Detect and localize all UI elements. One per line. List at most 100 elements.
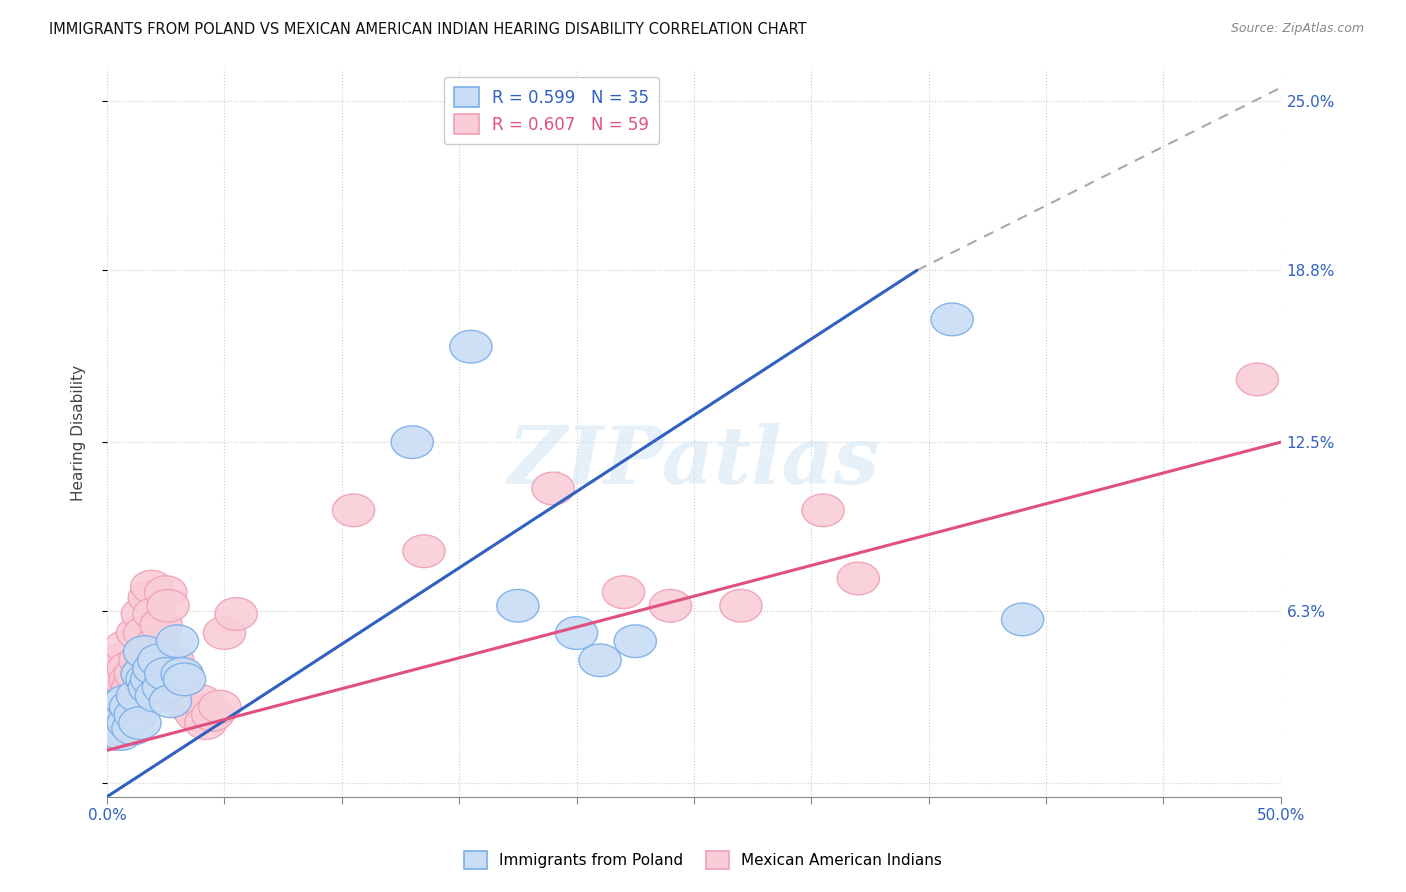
Ellipse shape (111, 712, 155, 745)
Ellipse shape (107, 652, 149, 685)
Ellipse shape (110, 690, 152, 723)
Ellipse shape (198, 690, 240, 723)
Ellipse shape (100, 712, 142, 745)
Ellipse shape (391, 425, 433, 458)
Ellipse shape (149, 663, 191, 696)
Ellipse shape (1001, 603, 1043, 636)
Ellipse shape (602, 575, 645, 608)
Ellipse shape (138, 625, 180, 657)
Ellipse shape (124, 636, 166, 668)
Ellipse shape (114, 685, 156, 717)
Ellipse shape (450, 330, 492, 363)
Ellipse shape (100, 644, 142, 677)
Ellipse shape (149, 685, 191, 717)
Ellipse shape (156, 657, 198, 690)
Text: Source: ZipAtlas.com: Source: ZipAtlas.com (1230, 22, 1364, 36)
Text: IMMIGRANTS FROM POLAND VS MEXICAN AMERICAN INDIAN HEARING DISABILITY CORRELATION: IMMIGRANTS FROM POLAND VS MEXICAN AMERIC… (49, 22, 807, 37)
Ellipse shape (332, 494, 374, 526)
Ellipse shape (142, 671, 184, 704)
Ellipse shape (128, 671, 170, 704)
Ellipse shape (156, 625, 198, 657)
Ellipse shape (114, 657, 156, 690)
Ellipse shape (531, 472, 574, 505)
Ellipse shape (114, 698, 156, 731)
Ellipse shape (97, 706, 141, 739)
Ellipse shape (135, 636, 177, 668)
Ellipse shape (100, 717, 142, 750)
Ellipse shape (107, 680, 149, 712)
Ellipse shape (120, 706, 162, 739)
Ellipse shape (555, 616, 598, 649)
Ellipse shape (163, 663, 205, 696)
Ellipse shape (89, 690, 131, 723)
Legend: R = 0.599   N = 35, R = 0.607   N = 59: R = 0.599 N = 35, R = 0.607 N = 59 (444, 77, 659, 145)
Ellipse shape (104, 698, 148, 731)
Ellipse shape (120, 644, 162, 677)
Ellipse shape (90, 706, 134, 739)
Legend: Immigrants from Poland, Mexican American Indians: Immigrants from Poland, Mexican American… (458, 845, 948, 875)
Ellipse shape (134, 652, 176, 685)
Ellipse shape (148, 590, 190, 622)
Ellipse shape (93, 698, 135, 731)
Ellipse shape (180, 685, 222, 717)
Ellipse shape (720, 590, 762, 622)
Ellipse shape (141, 608, 183, 641)
Ellipse shape (162, 657, 204, 690)
Ellipse shape (169, 690, 211, 723)
Ellipse shape (162, 680, 204, 712)
Ellipse shape (90, 693, 134, 726)
Ellipse shape (134, 598, 176, 631)
Ellipse shape (1236, 363, 1278, 396)
Ellipse shape (138, 644, 180, 677)
Ellipse shape (184, 706, 226, 739)
Y-axis label: Hearing Disability: Hearing Disability (72, 365, 86, 500)
Ellipse shape (103, 663, 145, 696)
Ellipse shape (90, 685, 134, 717)
Ellipse shape (104, 631, 148, 663)
Ellipse shape (104, 685, 148, 717)
Ellipse shape (176, 698, 218, 731)
Ellipse shape (96, 690, 138, 723)
Ellipse shape (191, 698, 233, 731)
Ellipse shape (614, 625, 657, 657)
Ellipse shape (127, 663, 169, 696)
Ellipse shape (496, 590, 538, 622)
Ellipse shape (142, 652, 184, 685)
Ellipse shape (579, 644, 621, 677)
Ellipse shape (404, 535, 446, 567)
Ellipse shape (93, 671, 135, 704)
Ellipse shape (145, 575, 187, 608)
Ellipse shape (110, 663, 152, 696)
Ellipse shape (96, 712, 138, 745)
Ellipse shape (96, 717, 138, 750)
Ellipse shape (103, 690, 145, 723)
Ellipse shape (837, 562, 879, 595)
Ellipse shape (93, 706, 135, 739)
Ellipse shape (128, 582, 170, 614)
Ellipse shape (135, 680, 177, 712)
Ellipse shape (111, 671, 155, 704)
Ellipse shape (103, 698, 145, 731)
Ellipse shape (215, 598, 257, 631)
Ellipse shape (121, 657, 163, 690)
Ellipse shape (124, 616, 166, 649)
Ellipse shape (204, 616, 246, 649)
Ellipse shape (97, 690, 141, 723)
Ellipse shape (152, 644, 194, 677)
Ellipse shape (931, 303, 973, 335)
Ellipse shape (117, 680, 159, 712)
Ellipse shape (650, 590, 692, 622)
Ellipse shape (110, 698, 152, 731)
Ellipse shape (121, 657, 163, 690)
Ellipse shape (121, 598, 163, 631)
Ellipse shape (107, 706, 149, 739)
Ellipse shape (131, 570, 173, 603)
Ellipse shape (131, 663, 173, 696)
Ellipse shape (145, 657, 187, 690)
Ellipse shape (97, 680, 141, 712)
Ellipse shape (117, 616, 159, 649)
Ellipse shape (127, 671, 169, 704)
Text: ZIPatlas: ZIPatlas (508, 423, 880, 500)
Ellipse shape (801, 494, 844, 526)
Ellipse shape (117, 685, 159, 717)
